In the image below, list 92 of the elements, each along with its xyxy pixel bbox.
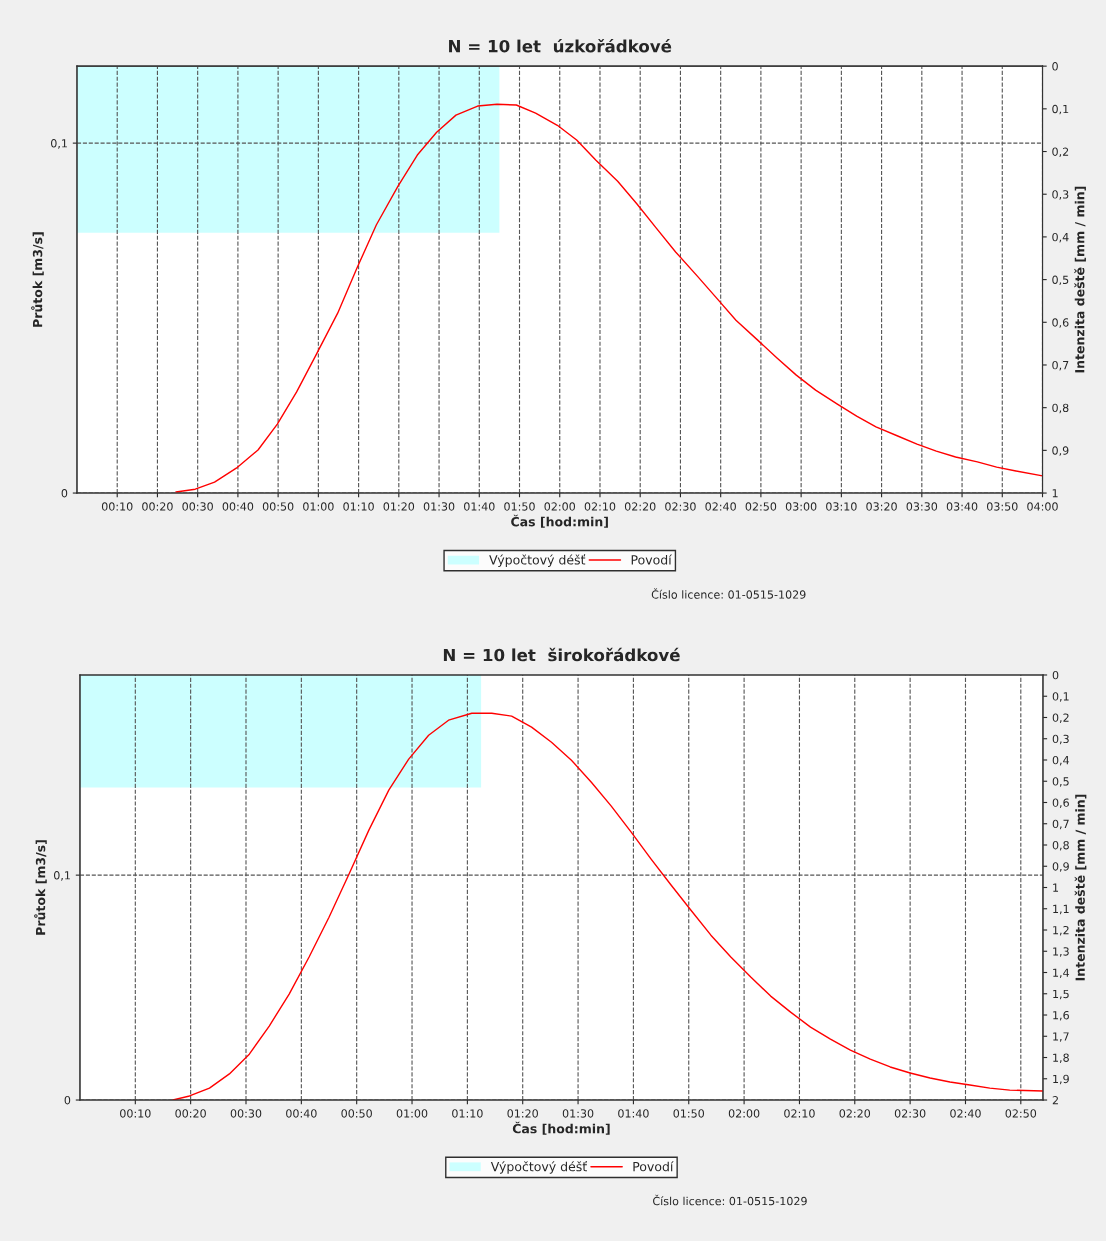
x-tick-label: 02:10 [584, 502, 616, 511]
x-tick-label: 01:10 [452, 1109, 483, 1118]
text: Číslo licence: 01-0515-1029 [651, 588, 806, 599]
y2-tick-label: 0,5 [1052, 275, 1069, 286]
x-tick-label: 01:40 [618, 1109, 649, 1118]
y2-tick-label: 0,2 [1052, 147, 1069, 158]
line-series [175, 103, 1043, 493]
x-tick-label: 02:50 [745, 502, 777, 511]
y2-tick-label: 0,3 [1052, 190, 1069, 200]
y2-tick-label: 1,9 [1053, 1074, 1069, 1085]
y2-tick-label: 0 [1052, 62, 1058, 71]
x-tick-label: 00:20 [142, 502, 173, 511]
y2-tick-label: 0,2 [1052, 713, 1069, 723]
x-tick-label: 02:10 [784, 1109, 815, 1118]
x-tick-label: 02:30 [665, 502, 696, 511]
y2-axis-title: Intenzita deště [mm / min] [1074, 186, 1086, 373]
x-tick-label: 03:30 [906, 502, 938, 511]
y-tick-label: 0 [61, 489, 68, 498]
x-tick-label: 00:30 [182, 502, 213, 511]
y-axis-title: Průtok [m3/s] [31, 232, 44, 327]
y2-tick-label: 0,8 [1052, 403, 1069, 414]
x-axis-title: Čas [hod:min] [512, 1121, 610, 1135]
legend-label: Povodí [631, 554, 672, 565]
y2-tick-label: 0,1 [1052, 104, 1069, 115]
y2-tick-label: 0,7 [1052, 819, 1069, 830]
y2-tick-label: 2 [1052, 1096, 1058, 1105]
text: Číslo licence: 01-0515-1029 [653, 1194, 807, 1206]
x-tick-label: 01:00 [303, 502, 334, 511]
y2-tick-label: 1,3 [1053, 947, 1069, 957]
y2-axis-title: Intenzita deště [mm / min] [1074, 794, 1087, 981]
x-tick-label: 02:50 [1005, 1109, 1037, 1118]
x-tick-label: 02:20 [839, 1109, 871, 1118]
y2-tick-label: 0,7 [1052, 360, 1069, 371]
x-tick-label: 02:30 [894, 1109, 926, 1118]
y2-tick-label: 0,6 [1052, 798, 1069, 809]
x-tick-label: 01:10 [343, 502, 374, 511]
y2-tick-label: 1 [1053, 883, 1059, 892]
x-tick-label: 02:40 [705, 502, 736, 511]
x-tick-label: 03:50 [987, 502, 1018, 511]
x-tick-label: 00:30 [230, 1109, 262, 1118]
x-tick-label: 03:40 [946, 502, 978, 511]
x-tick-label: 00:40 [286, 1109, 317, 1118]
y2-tick-label: 0,9 [1052, 862, 1069, 872]
x-tick-label: 01:50 [673, 1109, 705, 1118]
x-tick-label: 02:40 [950, 1109, 981, 1118]
x-tick-label: 01:30 [423, 502, 455, 511]
x-tick-label: 00:40 [222, 502, 254, 511]
x-tick-label: 01:20 [383, 502, 415, 511]
y-tick-label: 0 [64, 1096, 71, 1105]
x-tick-label: 00:10 [101, 502, 133, 511]
y2-tick-label: 0,4 [1052, 232, 1069, 243]
x-tick-label: 02:20 [624, 502, 656, 511]
x-tick-label: 03:20 [866, 502, 897, 511]
chart-title: N = 10 let širokořádkové [443, 647, 680, 662]
y2-tick-label: 1,6 [1053, 1010, 1069, 1021]
y2-tick-label: 0,4 [1052, 755, 1070, 766]
y-tick-label: 0,1 [54, 871, 70, 881]
y2-tick-label: 1,1 [1053, 904, 1069, 915]
y2-tick-label: 0,1 [1052, 692, 1069, 702]
x-tick-label: 04:00 [1027, 502, 1058, 511]
x-tick-label: 00:20 [175, 1109, 206, 1118]
x-tick-label: 00:50 [262, 502, 294, 511]
x-tick-label: 03:10 [826, 502, 857, 511]
x-tick-label: 01:30 [562, 1109, 594, 1118]
y-tick-label: 0,1 [51, 139, 67, 149]
y2-tick-label: 1,5 [1053, 989, 1069, 1000]
x-axis-title: Čas [hod:min] [511, 514, 608, 528]
y2-tick-label: 1,7 [1053, 1032, 1069, 1042]
y2-tick-label: 0,8 [1052, 840, 1069, 851]
y2-tick-label: 1 [1052, 489, 1058, 498]
x-tick-label: 00:10 [120, 1109, 151, 1118]
legend-label: Výpočtový déšť [490, 1161, 587, 1174]
x-tick-label: 03:00 [785, 502, 817, 511]
y2-tick-label: 1,4 [1053, 968, 1070, 979]
y2-tick-label: 0,9 [1052, 446, 1069, 456]
y2-tick-label: 1,2 [1053, 925, 1069, 936]
x-tick-label: 01:20 [507, 1109, 538, 1118]
y2-tick-label: 0,6 [1052, 318, 1069, 328]
x-tick-label: 01:40 [464, 502, 495, 511]
x-tick-label: 02:00 [728, 1109, 760, 1118]
y2-tick-label: 0,5 [1052, 777, 1069, 787]
y2-tick-label: 0 [1052, 670, 1059, 680]
legend-label: Povodí [633, 1161, 674, 1172]
x-tick-label: 01:00 [396, 1109, 428, 1118]
x-tick-label: 01:50 [504, 502, 535, 511]
y-axis-title: Průtok [m3/s] [34, 840, 47, 935]
x-tick-label: 02:00 [544, 502, 576, 511]
legend-label: Výpočtový déšť [489, 554, 586, 567]
chart-title: N = 10 let úzkořádkové [449, 38, 672, 53]
y2-tick-label: 0,3 [1052, 734, 1069, 745]
x-tick-label: 00:50 [341, 1109, 372, 1118]
y2-tick-label: 1,8 [1053, 1053, 1069, 1064]
